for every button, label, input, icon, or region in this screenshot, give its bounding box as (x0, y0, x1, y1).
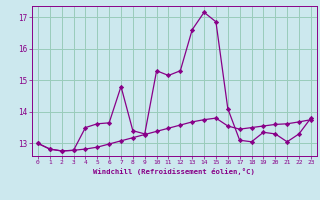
X-axis label: Windchill (Refroidissement éolien,°C): Windchill (Refroidissement éolien,°C) (93, 168, 255, 175)
